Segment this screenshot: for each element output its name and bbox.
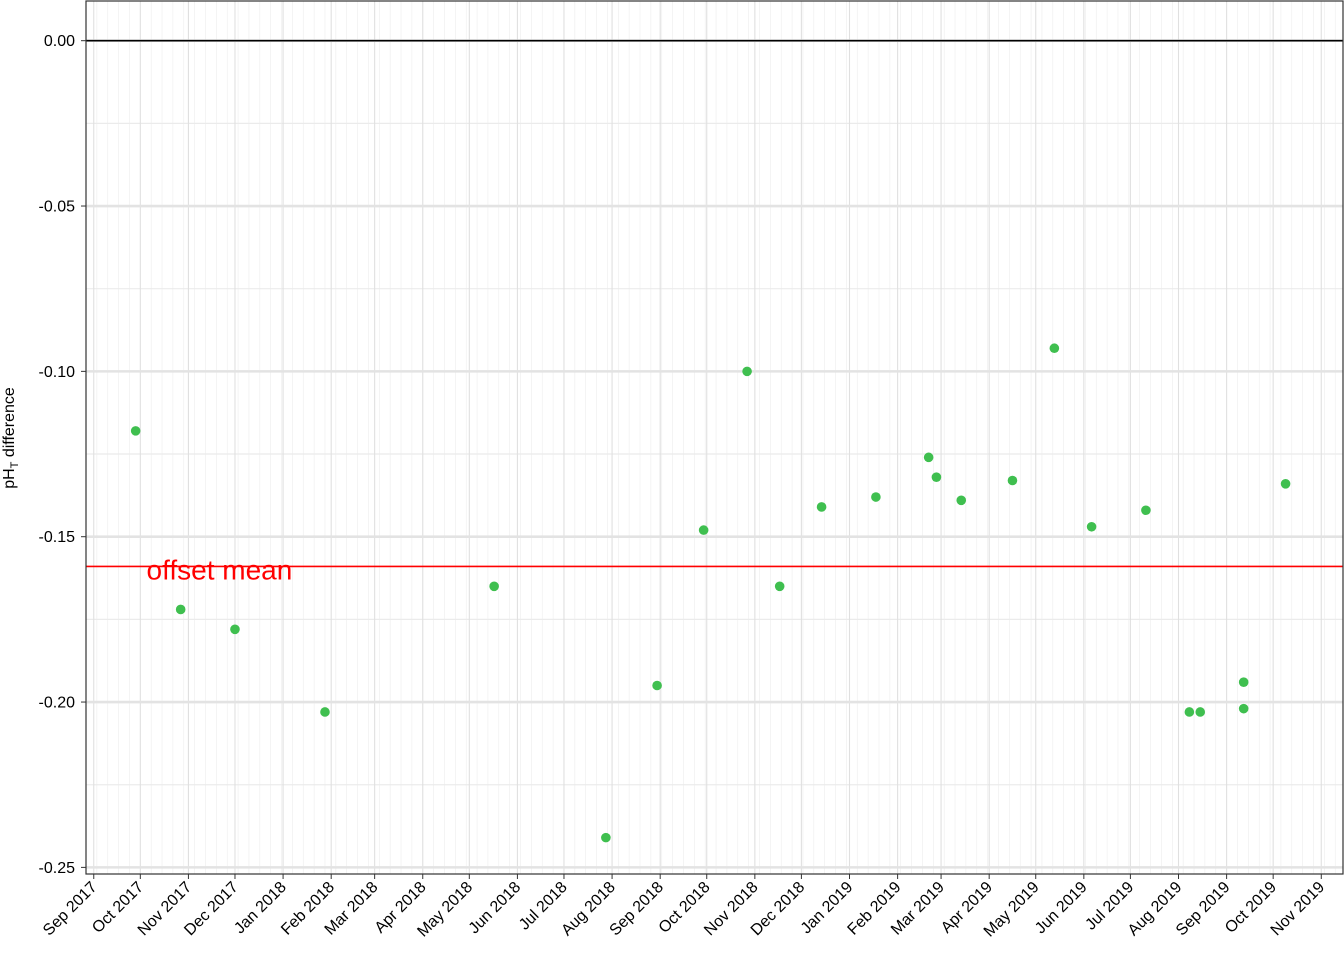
data-point bbox=[1141, 505, 1151, 516]
data-point bbox=[1238, 703, 1249, 714]
data-point bbox=[175, 604, 186, 615]
data-point bbox=[1049, 343, 1060, 354]
x-tick-label: Jun 2019 bbox=[1032, 879, 1091, 938]
y-axis-title-subscript: T bbox=[9, 461, 21, 468]
data-point bbox=[774, 581, 785, 592]
data-point bbox=[698, 525, 709, 535]
data-point bbox=[742, 366, 752, 377]
reference-lines bbox=[86, 39, 1343, 568]
data-point bbox=[1280, 478, 1291, 489]
data-point bbox=[871, 492, 881, 502]
data-point bbox=[1007, 475, 1018, 486]
y-tick-label: 0.00 bbox=[44, 33, 75, 50]
plot-border bbox=[85, 0, 1344, 875]
data-points bbox=[130, 343, 1291, 843]
data-point bbox=[1086, 521, 1097, 532]
y-axis-title: pHT difference bbox=[1, 387, 21, 489]
y-axis: 0.00 -0.05 -0.10 -0.15 -0.20 -0.25 bbox=[39, 33, 86, 877]
x-tick-label: Sep 2017 bbox=[40, 879, 101, 940]
data-point bbox=[489, 581, 499, 592]
data-point bbox=[652, 680, 662, 691]
data-point bbox=[1184, 707, 1195, 717]
y-tick-label: -0.05 bbox=[39, 199, 76, 216]
y-axis-title-rest: difference bbox=[1, 387, 18, 462]
offset-mean-label: offset mean bbox=[147, 554, 293, 585]
data-point bbox=[130, 426, 141, 436]
minor-grid bbox=[86, 1, 1343, 874]
data-point bbox=[956, 495, 967, 506]
major-grid bbox=[86, 1, 1343, 874]
data-point bbox=[923, 452, 934, 463]
y-tick-label: -0.25 bbox=[39, 860, 76, 877]
data-point bbox=[320, 707, 330, 717]
data-point bbox=[1238, 677, 1249, 688]
y-tick-label: -0.15 bbox=[39, 529, 76, 546]
y-tick-label: -0.10 bbox=[39, 364, 76, 381]
x-tick-label: Jun 2018 bbox=[466, 879, 525, 938]
y-axis-title-main: pH bbox=[1, 468, 18, 488]
data-point bbox=[230, 624, 240, 635]
data-point bbox=[1195, 707, 1206, 717]
y-tick-label: -0.20 bbox=[39, 695, 76, 712]
data-point bbox=[931, 472, 942, 482]
data-point bbox=[601, 832, 611, 843]
data-point bbox=[816, 502, 827, 512]
